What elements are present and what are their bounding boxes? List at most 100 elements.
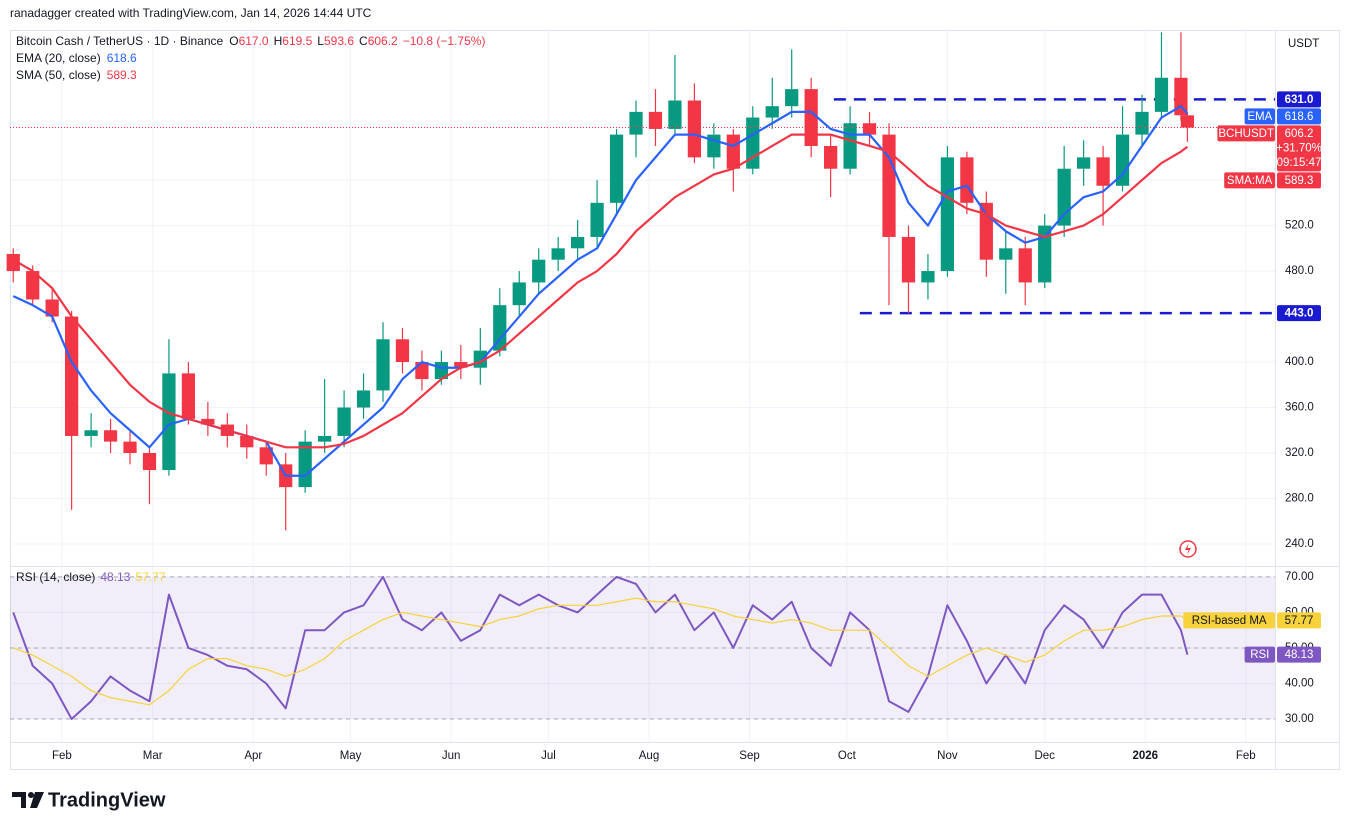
series-value-label: 57.77 — [1285, 615, 1314, 627]
symbol-label: BCHUSDT — [1218, 128, 1274, 140]
candle-body — [940, 157, 955, 272]
candle-body — [1077, 157, 1091, 169]
candle-body — [123, 441, 137, 453]
legend-name: RSI (14, close) — [16, 570, 95, 584]
legend-row: EMA (20, close) 618.6 — [16, 51, 137, 65]
x-tick-label: Jun — [442, 750, 461, 762]
y-tick-label: 480.0 — [1285, 265, 1314, 277]
series-name-label: EMA — [1247, 111, 1272, 123]
y-tick-label: 280.0 — [1285, 493, 1314, 505]
legend-value: 589.3 — [107, 68, 137, 82]
candle-body — [1154, 77, 1169, 112]
candle-body — [999, 248, 1013, 260]
x-tick-label: Oct — [838, 750, 857, 762]
y-tick-label: 320.0 — [1285, 447, 1314, 459]
x-tick-label: Feb — [52, 750, 72, 762]
x-tick-label: Nov — [937, 750, 958, 762]
series-name-badge — [1224, 172, 1275, 189]
candle-body — [1180, 115, 1195, 128]
series-value-badge — [1277, 646, 1321, 663]
candle-body — [181, 373, 196, 419]
x-tick-label: Apr — [244, 750, 262, 762]
ohlc-value: 617.0 — [239, 34, 269, 48]
candle-body — [318, 435, 332, 442]
candle-body — [726, 134, 740, 169]
candle-body — [103, 430, 118, 442]
x-tick-label: Dec — [1034, 750, 1055, 762]
series-name-label: RSI-based MA — [1192, 615, 1267, 627]
x-tick-label: May — [340, 750, 362, 762]
x-tick-label: 2026 — [1132, 750, 1158, 762]
candle-body — [298, 441, 312, 488]
price-badge-value-label: 606.2 — [1285, 128, 1314, 140]
candle-body — [609, 134, 624, 203]
x-tick-label: Feb — [1236, 750, 1256, 762]
price-badge-countdown: 09:15:47 — [1277, 157, 1322, 169]
alert-icon[interactable] — [1179, 540, 1197, 558]
candle-body — [804, 89, 818, 146]
header-credit: ranadagger created with TradingView.com,… — [10, 6, 372, 20]
level-label: 631.0 — [1285, 94, 1314, 106]
series-value-badge — [1277, 612, 1321, 629]
series-value-badge — [1277, 108, 1321, 125]
candle-body — [162, 373, 176, 471]
ohlc-key: O — [229, 34, 238, 48]
candle-body — [862, 123, 877, 135]
legend-row: RSI (14, close) 48.13 57.77 — [16, 570, 166, 584]
candle-body — [493, 305, 507, 351]
candle-body — [1038, 225, 1052, 283]
candle-body — [532, 259, 546, 283]
x-tick-label: Mar — [143, 750, 163, 762]
ohlc-key: H — [274, 34, 283, 48]
candle-body — [259, 447, 273, 465]
legend-value: 618.6 — [107, 51, 137, 65]
level-label: 443.0 — [1285, 308, 1314, 320]
ohlc-value: 593.6 — [324, 34, 354, 48]
series-name-label: SMA:MA — [1227, 175, 1273, 187]
candle-body — [201, 418, 215, 425]
ohlc-key: C — [359, 34, 368, 48]
candle-body — [590, 202, 604, 237]
candle-body — [454, 362, 468, 368]
candle-body — [1135, 111, 1149, 135]
series-name-label: RSI — [1250, 649, 1269, 661]
candle-body — [512, 282, 526, 306]
badges: 631.0 EMA 618.6 BCHUSDT 606.2 +31.70% 09:15:47… — [1183, 91, 1322, 663]
candle-body — [551, 248, 565, 260]
candle-body — [45, 299, 59, 317]
y-tick-label: 70.00 — [1285, 571, 1314, 583]
candle-body — [629, 111, 643, 135]
candle-body — [785, 89, 799, 107]
candle-body — [337, 407, 351, 436]
brand-logo[interactable]: TradingView — [12, 789, 166, 811]
plot-area — [6, 32, 1275, 721]
candle-body — [1018, 248, 1032, 283]
legend-value: 48.13 — [100, 570, 130, 584]
level-badge — [1277, 305, 1321, 322]
y-tick-label: 240.0 — [1285, 538, 1314, 550]
price-badge — [1277, 125, 1321, 172]
series-value-label: 48.13 — [1285, 649, 1314, 661]
symbol-badge — [1217, 125, 1275, 142]
series-name-badge — [1183, 612, 1275, 629]
brand-name: TradingView — [48, 789, 166, 811]
legend-value: 57.77 — [135, 570, 165, 584]
series-value-label: 618.6 — [1285, 111, 1314, 123]
candle-body — [960, 157, 974, 203]
symbol-title: Bitcoin Cash / TetherUS · 1D · Binance — [16, 34, 224, 48]
candle-body — [84, 430, 98, 436]
candle-body — [824, 145, 838, 169]
series-name-badge — [1244, 108, 1275, 125]
candle-body — [571, 236, 585, 249]
ohlc-key: L — [317, 34, 324, 48]
candle-body — [882, 134, 896, 237]
candle-body — [1115, 134, 1130, 186]
candle-body — [395, 339, 410, 363]
legend-name: EMA (20, close) — [16, 51, 101, 65]
series-value-label: 589.3 — [1285, 175, 1314, 187]
candle-body — [979, 202, 993, 260]
series-name-badge — [1244, 646, 1275, 663]
legend-name: SMA (50, close) — [16, 68, 101, 82]
level-badge — [1277, 91, 1321, 108]
